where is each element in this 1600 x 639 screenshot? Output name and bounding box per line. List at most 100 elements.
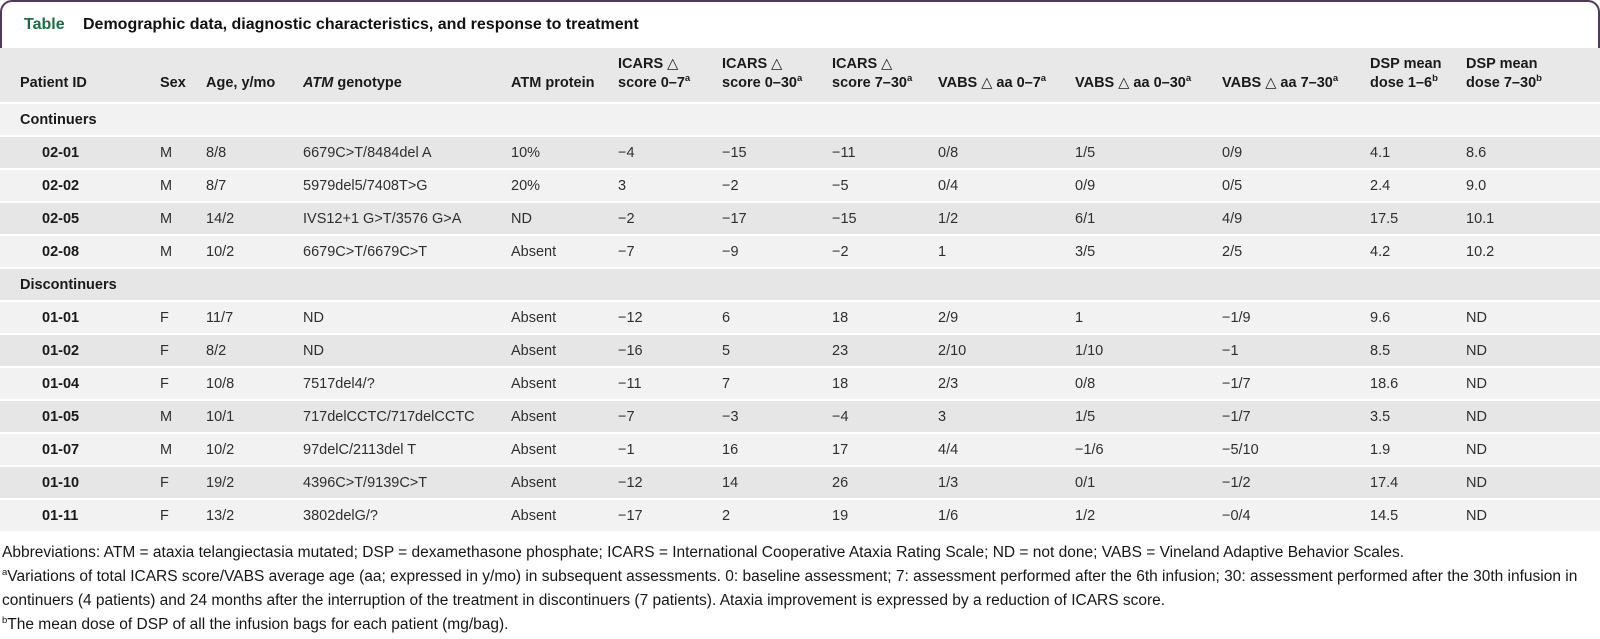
data-cell: M xyxy=(160,400,206,434)
data-cell: 0/9 xyxy=(1075,169,1222,203)
data-cell: 0/1 xyxy=(1075,466,1222,500)
data-cell: 26 xyxy=(832,466,938,500)
data-cell: 19 xyxy=(832,499,938,533)
data-cell: 18 xyxy=(832,367,938,401)
table-row: 01-10 F 19/2 4396C>T/9139C>T Absent −12 14 26 1/… xyxy=(0,466,1600,500)
data-cell: 8.6 xyxy=(1466,136,1600,170)
data-cell: 2.4 xyxy=(1370,169,1466,203)
data-cell: 8/2 xyxy=(206,334,303,368)
table-body: Continuers 02-01 M 8/8 6679C>T/8484del A 10% −… xyxy=(0,103,1600,533)
data-cell: 5979del5/7408T>G xyxy=(303,169,511,203)
data-cell: 6679C>T/6679C>T xyxy=(303,235,511,269)
column-header: DSP mean dose 7–30b xyxy=(1466,48,1600,104)
data-cell: 5 xyxy=(722,334,832,368)
data-cell: 10% xyxy=(511,136,618,170)
data-cell: 18.6 xyxy=(1370,367,1466,401)
data-cell: 16 xyxy=(722,433,832,467)
data-cell: F xyxy=(160,367,206,401)
data-cell: −11 xyxy=(832,136,938,170)
data-cell: 1 xyxy=(938,235,1075,269)
footnotes: Abbreviations: ATM = ataxia telangiectas… xyxy=(0,533,1600,637)
table-row: 01-07 M 10/2 97delC/2113del T Absent −1 16 17 4/… xyxy=(0,433,1600,467)
data-cell: 10/8 xyxy=(206,367,303,401)
data-cell: ND xyxy=(1466,433,1600,467)
column-header: Sex xyxy=(160,48,206,104)
data-cell: −7 xyxy=(618,400,722,434)
data-cell: 717delCCTC/717delCCTC xyxy=(303,400,511,434)
data-cell: −2 xyxy=(722,169,832,203)
column-header: ATM genotype xyxy=(303,48,511,104)
data-cell: Absent xyxy=(511,433,618,467)
data-cell: 6/1 xyxy=(1075,202,1222,236)
data-cell: 1/3 xyxy=(938,466,1075,500)
column-header: VABS △ aa 0–30a xyxy=(1075,48,1222,104)
data-cell: −1/7 xyxy=(1222,400,1370,434)
patient-id-cell: 01-04 xyxy=(0,367,160,401)
data-cell: 0/8 xyxy=(1075,367,1222,401)
table-row: 01-04 F 10/8 7517del4/? Absent −11 7 18 2/3 0/8 −1… xyxy=(0,367,1600,401)
patient-id-cell: 02-08 xyxy=(0,235,160,269)
data-cell: −1/2 xyxy=(1222,466,1370,500)
table-row: 02-02 M 8/7 5979del5/7408T>G 20% 3 −2 −5 0/4 0/9 0… xyxy=(0,169,1600,203)
column-header: DSP mean dose 1–6b xyxy=(1370,48,1466,104)
footnote: Abbreviations: ATM = ataxia telangiectas… xyxy=(2,544,1405,561)
data-cell: 17.4 xyxy=(1370,466,1466,500)
data-cell: 23 xyxy=(832,334,938,368)
data-cell: 6679C>T/8484del A xyxy=(303,136,511,170)
data-cell: 14/2 xyxy=(206,202,303,236)
data-cell: M xyxy=(160,202,206,236)
data-cell: Absent xyxy=(511,334,618,368)
data-cell: 8/8 xyxy=(206,136,303,170)
data-cell: 1/2 xyxy=(1075,499,1222,533)
data-cell: −9 xyxy=(722,235,832,269)
data-cell: Absent xyxy=(511,466,618,500)
data-cell: −3 xyxy=(722,400,832,434)
data-cell: 4396C>T/9139C>T xyxy=(303,466,511,500)
data-cell: −4 xyxy=(832,400,938,434)
data-cell: 3.5 xyxy=(1370,400,1466,434)
column-header: Age, y/mo xyxy=(206,48,303,104)
patient-id-cell: 01-07 xyxy=(0,433,160,467)
data-cell: 18 xyxy=(832,301,938,335)
data-cell: M xyxy=(160,433,206,467)
data-cell: −15 xyxy=(832,202,938,236)
data-cell: 0/8 xyxy=(938,136,1075,170)
section-row: Discontinuers xyxy=(0,268,1600,302)
data-cell: −15 xyxy=(722,136,832,170)
data-cell: −12 xyxy=(618,301,722,335)
data-cell: M xyxy=(160,136,206,170)
patient-data-table: Patient ID Sex Age, y/mo ATM genotype ATM pr… xyxy=(0,48,1600,533)
data-cell: F xyxy=(160,499,206,533)
data-cell: Absent xyxy=(511,499,618,533)
data-cell: Absent xyxy=(511,301,618,335)
patient-id-cell: 01-05 xyxy=(0,400,160,434)
data-cell: 8.5 xyxy=(1370,334,1466,368)
column-header: VABS △ aa 0–7a xyxy=(938,48,1075,104)
data-cell: −1/9 xyxy=(1222,301,1370,335)
data-cell: 1/6 xyxy=(938,499,1075,533)
column-header: ICARS △ score 7–30a xyxy=(832,48,938,104)
footnote: aVariations of total ICARS score/VABS av… xyxy=(2,566,1578,609)
data-cell: −1 xyxy=(1222,334,1370,368)
table-row: 02-08 M 10/2 6679C>T/6679C>T Absent −7 −9 −2 1 3/… xyxy=(0,235,1600,269)
data-cell: 10.2 xyxy=(1466,235,1600,269)
data-cell: 1 xyxy=(1075,301,1222,335)
data-cell: −5 xyxy=(832,169,938,203)
section-label: Continuers xyxy=(0,103,1600,137)
table-row: 01-01 F 11/7 ND Absent −12 6 18 2/9 1 −1/9 9.6 ND xyxy=(0,301,1600,335)
data-cell: 17.5 xyxy=(1370,202,1466,236)
data-cell: 3 xyxy=(618,169,722,203)
data-cell: 17 xyxy=(832,433,938,467)
data-cell: Absent xyxy=(511,400,618,434)
data-cell: −1/6 xyxy=(1075,433,1222,467)
table-label: Table xyxy=(24,16,65,33)
data-cell: ND xyxy=(511,202,618,236)
data-cell: 3/5 xyxy=(1075,235,1222,269)
data-cell: −4 xyxy=(618,136,722,170)
data-cell: −2 xyxy=(618,202,722,236)
table-row: 02-01 M 8/8 6679C>T/8484del A 10% −4 −15 −11 0/8… xyxy=(0,136,1600,170)
data-cell: ND xyxy=(303,301,511,335)
data-cell: 9.6 xyxy=(1370,301,1466,335)
data-cell: 2/3 xyxy=(938,367,1075,401)
data-cell: F xyxy=(160,301,206,335)
